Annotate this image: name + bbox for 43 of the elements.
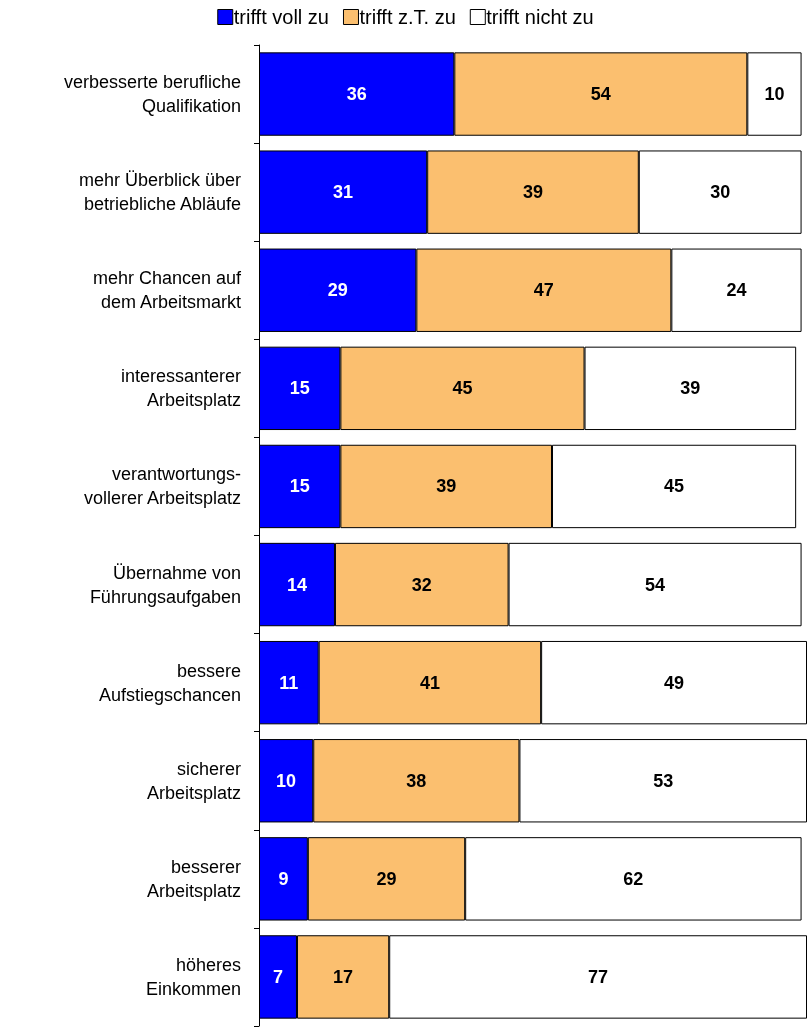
- data-label: 10: [764, 84, 785, 105]
- y-tick-label: verantwortungs- vollerer Arbeitsplatz: [83, 464, 241, 509]
- data-label: 31: [333, 182, 354, 203]
- y-tick-label: mehr Überblick über betriebliche Abläufe: [78, 170, 241, 215]
- y-tick-label: bessere Aufstiegschancen: [98, 660, 241, 705]
- data-label: 39: [436, 476, 457, 497]
- data-label: 47: [533, 280, 554, 301]
- data-label: 45: [452, 378, 473, 399]
- data-label: 32: [411, 574, 432, 595]
- data-label: 39: [522, 182, 544, 203]
- data-label: 54: [590, 84, 611, 105]
- data-label: 15: [289, 476, 310, 497]
- data-label: 11: [279, 672, 299, 693]
- data-label: 10: [276, 770, 297, 791]
- data-label: 77: [588, 966, 609, 987]
- data-label: 17: [333, 966, 354, 987]
- y-tick-label: Übernahme von Führungsaufgaben: [89, 562, 241, 607]
- data-label: 39: [680, 378, 701, 399]
- data-label: 9: [278, 868, 289, 889]
- data-label: 62: [623, 868, 644, 889]
- data-label: 29: [376, 868, 397, 889]
- data-label: 30: [710, 182, 731, 203]
- y-tick-label: mehr Chancen auf dem Arbeitsmarkt: [92, 268, 242, 313]
- data-label: 29: [327, 280, 348, 301]
- data-label: 24: [726, 280, 747, 301]
- legend-label: trifft nicht zu: [486, 6, 594, 28]
- y-tick-label: interessanterer Arbeitsplatz: [120, 366, 241, 411]
- data-label: 7: [272, 966, 283, 987]
- y-tick-label: besserer Arbeitsplatz: [146, 856, 242, 901]
- data-label: 45: [664, 476, 685, 497]
- y-tick-label: höheres Einkommen: [145, 954, 241, 999]
- data-label: 54: [645, 574, 666, 595]
- data-label: 49: [664, 672, 685, 693]
- data-label: 41: [419, 672, 440, 693]
- data-label: 38: [406, 770, 427, 791]
- y-tick-label: verbesserte berufliche Qualifikation: [63, 72, 241, 117]
- data-label: 14: [286, 574, 307, 595]
- data-label: 53: [653, 770, 674, 791]
- legend-label: trifft voll zu: [233, 6, 329, 28]
- data-label: 36: [346, 84, 367, 105]
- y-tick-label: sicherer Arbeitsplatz: [146, 758, 241, 803]
- data-label: 15: [289, 378, 310, 399]
- legend-label: trifft z.T. zu: [359, 6, 456, 28]
